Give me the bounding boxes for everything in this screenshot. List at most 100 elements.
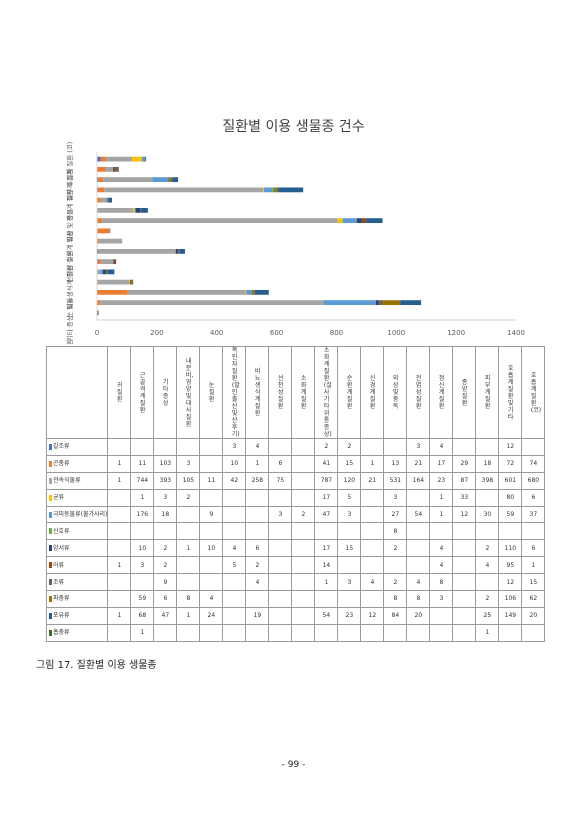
y-category-label: 기타 증상	[65, 315, 74, 341]
table-cell: 3	[130, 556, 155, 575]
table-cell	[130, 438, 155, 456]
table-cell: 2	[383, 573, 408, 592]
table-cell: 1	[176, 539, 201, 558]
table-row-header: 균류	[45, 488, 109, 507]
bar-segment	[254, 289, 269, 295]
table-cell: 2	[475, 590, 500, 608]
table-cell	[176, 505, 201, 524]
bar-segment	[102, 218, 338, 224]
table-cell	[176, 573, 201, 592]
table-column-header: 순환계 질환	[337, 346, 362, 439]
table-cell	[291, 438, 316, 456]
table-cell	[337, 590, 362, 608]
table-cell	[268, 590, 293, 608]
table-cell	[406, 488, 431, 507]
bar-segment	[97, 156, 101, 162]
bar-segment	[356, 218, 362, 224]
x-tick-label: 1000	[387, 329, 405, 337]
bar-segment	[342, 218, 357, 224]
bar-segment	[375, 300, 379, 306]
table-cell: 80	[498, 488, 523, 507]
y-category-label: 호흡계 질환 (코)	[65, 142, 74, 187]
table-cell	[337, 556, 362, 575]
table-column-header: 호흡계 질환 및 기타	[498, 346, 523, 439]
table-row-header: 포유류	[45, 606, 109, 625]
table-cell: 2	[245, 556, 270, 575]
table-cell: 3	[222, 438, 247, 456]
bar-segment	[97, 310, 99, 316]
bar-segment	[245, 289, 247, 295]
table-cell: 1	[176, 606, 201, 625]
table-cell: 176	[130, 505, 155, 524]
table-cell	[429, 606, 454, 625]
table-cell	[176, 438, 201, 456]
table-cell	[291, 590, 316, 608]
bar-segment	[109, 228, 111, 234]
bar-segment	[97, 197, 101, 203]
table-cell: 1	[360, 454, 385, 473]
bar-segment	[264, 187, 273, 193]
bar-segment	[130, 279, 133, 285]
table-cell	[521, 623, 546, 642]
table-cell: 17	[314, 488, 339, 507]
bar-segment	[97, 259, 98, 265]
bar-segment	[366, 218, 383, 224]
bar-segment	[133, 207, 135, 213]
table-cell: 4	[199, 590, 224, 608]
table-row-header: 관속식물류	[45, 471, 109, 490]
table-row-header: 양서류	[45, 539, 109, 558]
table-cell: 4	[429, 556, 454, 575]
table-cell: 531	[383, 471, 408, 490]
table-cell: 3	[406, 438, 431, 456]
table-cell: 3	[153, 488, 178, 507]
table-row: 곤충류 1 11 103 3 10 1 6 41 15 1 13 21 17 29 18 72 74	[45, 454, 546, 473]
table-cell: 4	[475, 556, 500, 575]
table-cell: 393	[153, 471, 178, 490]
table-cell	[268, 438, 293, 456]
table-cell	[245, 488, 270, 507]
bar-segment	[132, 279, 134, 285]
table-cell: 4	[429, 539, 454, 558]
bar-segment	[98, 177, 104, 183]
table-cell: 24	[199, 606, 224, 625]
chart-title: 질환별 이용 생물종 건수	[222, 119, 365, 135]
table-cell: 4	[245, 573, 270, 592]
table-cell	[291, 471, 316, 490]
table-cell: 149	[498, 606, 523, 625]
table-cell: 8	[383, 590, 408, 608]
table-column-header: 소화계 질환	[291, 346, 316, 439]
table-cell	[360, 438, 385, 456]
legend-swatch	[49, 460, 52, 467]
table-cell	[452, 573, 477, 592]
table-row: 어류 1 3 2 5 2 14 4 4 95 1	[45, 556, 546, 575]
table-cell	[498, 623, 523, 642]
bar-segment	[100, 269, 103, 275]
page-number: - 99 -	[281, 760, 306, 770]
table-cell: 2	[291, 505, 316, 524]
table-cell	[498, 522, 523, 541]
table-cell: 30	[475, 505, 500, 524]
table-row-header: 산호류	[45, 522, 109, 541]
legend-swatch	[49, 579, 52, 586]
bar-segment	[97, 259, 101, 265]
table-cell: 4	[406, 573, 431, 592]
table-cell	[130, 522, 155, 541]
table-cell: 10	[222, 454, 247, 473]
table-cell: 19	[245, 606, 270, 625]
table-cell	[199, 573, 224, 592]
table-cell	[107, 573, 132, 592]
table-cell	[291, 623, 316, 642]
table-cell: 6	[245, 539, 270, 558]
table-cell	[314, 623, 339, 642]
bar-segment	[97, 279, 98, 285]
x-tick-label: 400	[210, 329, 223, 337]
bar-segment	[113, 259, 115, 265]
table-cell: 2	[176, 488, 201, 507]
bar-segment	[103, 177, 153, 183]
table-cell: 27	[383, 505, 408, 524]
table-row: 파충류 59 6 8 4 8 8 3 2 106 62	[45, 590, 546, 608]
table-cell: 62	[521, 590, 546, 608]
table-cell: 20	[521, 606, 546, 625]
table-cell	[222, 573, 247, 592]
table-cell: 21	[406, 454, 431, 473]
